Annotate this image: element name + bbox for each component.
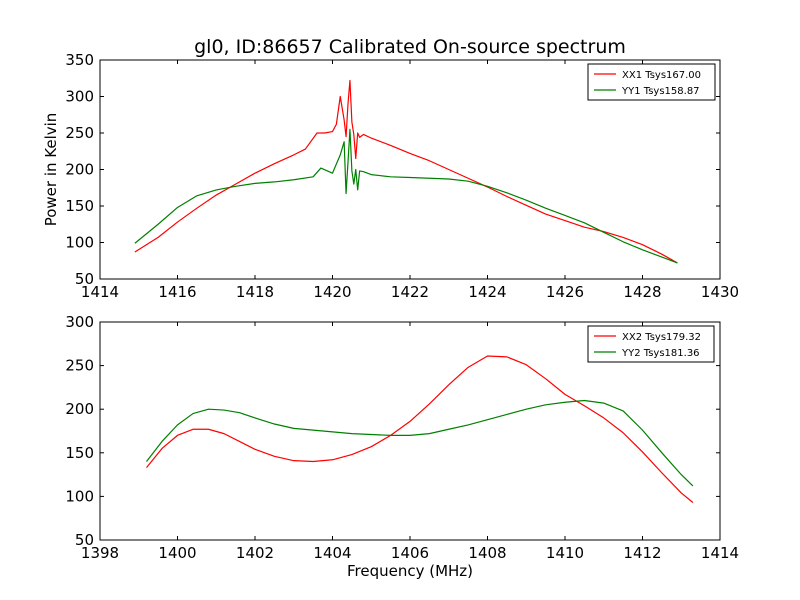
- x-tick-label: 1402: [236, 544, 274, 562]
- x-tick-label: 1418: [236, 283, 274, 301]
- series-line-xx-2: [146, 355, 694, 503]
- x-tick-label: 1414: [701, 544, 739, 562]
- x-tick-label: 1410: [546, 544, 584, 562]
- y-tick-label: 350: [65, 51, 94, 69]
- top-plot: 1414 1416 1418 1420 1422 1424 1426 1428 1430 50 10…: [42, 51, 739, 301]
- series-line-yy-1: [134, 128, 678, 264]
- legend-label: YY2 Tsys181.36: [621, 348, 700, 359]
- x-tick-label: 1408: [468, 544, 506, 562]
- x-tick-label: 1430: [701, 283, 739, 301]
- y-tick-label: 50: [75, 270, 94, 288]
- y-tick-label: 300: [65, 313, 94, 331]
- x-tick-label: 1422: [391, 283, 429, 301]
- x-tick-label: 1404: [313, 544, 351, 562]
- y-tick-label: 250: [65, 357, 94, 375]
- figure-title: gl0, ID:86657 Calibrated On-source spect…: [194, 36, 626, 58]
- series-line-yy-2: [146, 399, 694, 487]
- y-tick-label: 200: [65, 161, 94, 179]
- y-tick-label: 150: [65, 197, 94, 215]
- x-tick-label: 1412: [623, 544, 661, 562]
- y-axis-label: Power in Kelvin: [42, 113, 60, 227]
- legend: XX1 Tsys167.00 YY1 Tsys158.87: [587, 63, 716, 101]
- series-line-xx-1: [134, 79, 678, 264]
- x-tick-label: 1414: [81, 283, 119, 301]
- x-tick-label: 1400: [158, 544, 196, 562]
- y-tick-label: 100: [65, 234, 94, 252]
- legend-label: YY1 Tsys158.87: [621, 86, 700, 97]
- x-tick-label: 1424: [468, 283, 506, 301]
- x-axis-label: Frequency (MHz): [347, 562, 473, 580]
- y-tick-label: 50: [75, 531, 94, 549]
- y-tick-label: 250: [65, 124, 94, 142]
- x-tick-label: 1398: [81, 544, 119, 562]
- y-tick-label: 150: [65, 444, 94, 462]
- legend-label: XX2 Tsys179.32: [622, 332, 701, 343]
- x-tick-label: 1426: [546, 283, 584, 301]
- legend-box: [587, 325, 715, 363]
- x-tick-label: 1406: [391, 544, 429, 562]
- bottom-plot: 1398 1400 1402 1404 1406 1408 1410 1412 1414 50 10…: [65, 313, 739, 580]
- y-tick-label: 100: [65, 487, 94, 505]
- y-tick-label: 200: [65, 400, 94, 418]
- legend-box: [587, 63, 716, 101]
- legend: XX2 Tsys179.32 YY2 Tsys181.36: [587, 325, 715, 363]
- x-tick-label: 1416: [158, 283, 196, 301]
- x-tick-label: 1420: [313, 283, 351, 301]
- y-tick-label: 300: [65, 88, 94, 106]
- x-tick-label: 1428: [623, 283, 661, 301]
- legend-label: XX1 Tsys167.00: [622, 70, 701, 81]
